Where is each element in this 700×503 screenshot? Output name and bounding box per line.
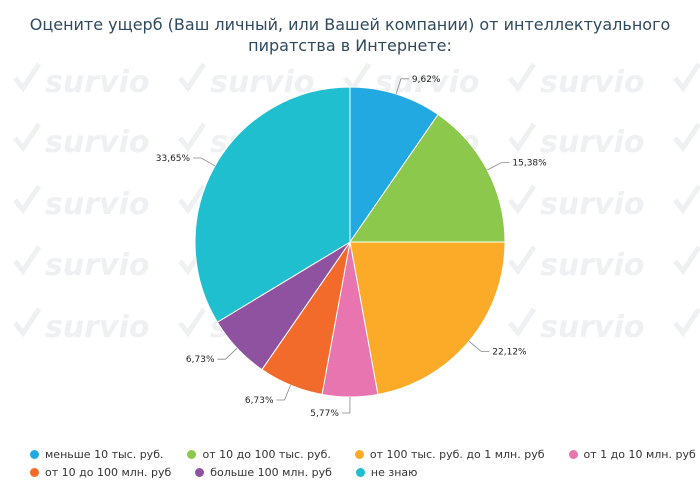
legend-marker xyxy=(354,449,364,459)
pie-slice-2[interactable] xyxy=(349,113,506,243)
pie-value-label-3: 22,12% xyxy=(492,348,527,358)
pie-value-label-1: 9,62% xyxy=(412,75,441,85)
legend-item-6[interactable]: больше 100 млн. руб xyxy=(195,466,332,479)
chart-title: Оцените ущерб (Ваш личный, или Вашей ком… xyxy=(20,14,680,56)
legend-marker xyxy=(195,467,205,477)
pie-labels: 9,62% 15,38% 22,12% 5,77% 6,73% 6,73% 33,65% xyxy=(156,75,547,419)
legend-label: больше 100 млн. руб xyxy=(210,465,332,479)
legend-label: не знаю xyxy=(370,465,418,479)
chart-legend: меньше 10 тыс. руб. от 10 до 100 тыс. руб… xyxy=(30,445,696,481)
pie-value-label-7: 33,65% xyxy=(156,154,191,164)
pie-value-label-4: 5,77% xyxy=(310,409,339,419)
legend-label: меньше 10 тыс. руб. xyxy=(45,447,164,461)
legend-row-1: меньше 10 тыс. руб. от 10 до 100 тыс. руб… xyxy=(30,445,696,463)
legend-marker xyxy=(30,467,39,477)
pie-slices xyxy=(194,86,506,398)
legend-item-5[interactable]: от 10 до 100 млн. руб xyxy=(30,466,171,479)
legend-marker xyxy=(568,449,578,459)
legend-label: от 10 до 100 тыс. руб. xyxy=(202,447,331,461)
pie-value-label-5: 6,73% xyxy=(245,396,274,406)
pie-leader-line-6 xyxy=(217,347,238,360)
pie-slice-1[interactable] xyxy=(349,86,439,244)
legend-item-3[interactable]: от 100 тыс. руб. до 1 млн. руб xyxy=(354,447,545,461)
legend-label: от 100 тыс. руб. до 1 млн. руб xyxy=(369,447,545,461)
chart-title-line-2: пиратства в Интернете: xyxy=(248,36,452,55)
legend-row-2: от 10 до 100 млн. руб больше 100 млн. руб… xyxy=(30,463,690,481)
legend-marker xyxy=(355,467,365,477)
legend-item-1[interactable]: меньше 10 тыс. руб. xyxy=(30,448,163,461)
legend-item-2[interactable]: от 10 до 100 тыс. руб. xyxy=(187,447,331,461)
pie-value-label-6: 6,73% xyxy=(186,355,215,365)
pie-leader-line-1 xyxy=(395,78,409,95)
pie-leader-line-7 xyxy=(193,157,216,167)
pie-leader-line-5 xyxy=(276,385,291,401)
pie-leader-line-2 xyxy=(487,162,510,171)
pie-chart: 9,62% 15,38% 22,12% 5,77% 6,73% 6,73% 33,65% xyxy=(156,75,547,419)
pie-slice-7[interactable] xyxy=(194,86,351,323)
legend-item-4[interactable]: от 1 до 10 млн. руб xyxy=(568,447,696,461)
legend-item-7[interactable]: не знаю xyxy=(355,465,418,479)
pie-leader-line-4 xyxy=(341,396,351,414)
pie-leader-line-3 xyxy=(468,340,490,352)
legend-label: от 10 до 100 млн. руб xyxy=(45,465,172,479)
pie-value-label-2: 15,38% xyxy=(512,159,547,169)
legend-marker xyxy=(30,449,39,459)
legend-marker xyxy=(187,449,197,459)
legend-label: от 1 до 10 млн. руб xyxy=(583,447,696,461)
pie-slice-3[interactable] xyxy=(349,241,506,396)
chart-title-line-1: Оцените ущерб (Ваш личный, или Вашей ком… xyxy=(29,15,671,34)
